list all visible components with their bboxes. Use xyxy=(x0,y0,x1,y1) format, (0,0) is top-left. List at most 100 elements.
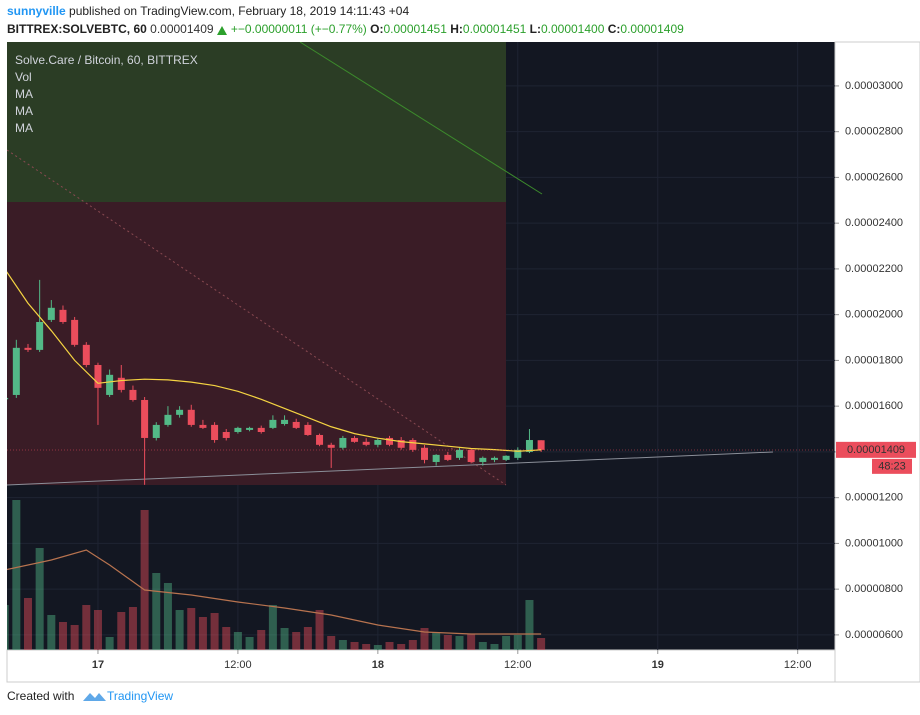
volume-bar xyxy=(12,500,21,650)
price-label-bg xyxy=(836,441,916,458)
volume-bar xyxy=(350,642,359,650)
volume-bar xyxy=(198,617,207,650)
volume-bar xyxy=(397,644,406,650)
countdown-bg xyxy=(872,458,912,474)
footer-brand: TradingView xyxy=(107,689,173,703)
candle-body xyxy=(455,449,463,458)
volume-bar xyxy=(58,622,67,650)
candle-body xyxy=(36,321,44,350)
candle-body xyxy=(269,419,277,428)
volume-bar xyxy=(280,628,289,650)
volume-bar xyxy=(105,637,114,650)
price-axis-bg xyxy=(834,41,920,683)
axes: 0.00000600 0.00000800 0.00001000 0.00001200… xyxy=(92,80,916,671)
h: 0.00001451 xyxy=(463,22,527,36)
volume-bar xyxy=(420,628,429,650)
candle-body xyxy=(59,309,67,322)
x-tick-label: 12:00 xyxy=(504,659,532,671)
candle-body xyxy=(281,419,289,425)
candle-body xyxy=(397,440,405,448)
candle-body xyxy=(71,319,79,345)
volume-bar xyxy=(432,632,441,650)
candle-body xyxy=(351,437,359,442)
candle-body xyxy=(152,424,160,438)
legend-item: MA xyxy=(15,121,33,135)
volume-bar xyxy=(140,510,149,650)
y-tick-label: 0.00001800 xyxy=(845,354,903,366)
candle-body xyxy=(106,374,114,395)
y-tick-label: 0.00001000 xyxy=(845,537,903,549)
volume-bar xyxy=(152,573,161,650)
y-tick-label: 0.00000600 xyxy=(845,629,903,641)
volume-bar xyxy=(268,605,277,650)
chart-title: Solve.Care / Bitcoin, 60, BITTREX xyxy=(15,53,198,67)
x-tick-label: 12:00 xyxy=(784,659,812,671)
plot xyxy=(7,42,835,650)
volume-bar xyxy=(292,632,301,650)
target-zone xyxy=(7,42,506,202)
volume-bar xyxy=(502,636,511,650)
price-label: 0.00001409 xyxy=(847,444,905,456)
volume-bar xyxy=(70,625,79,650)
candle-body xyxy=(374,440,382,445)
volume-bar xyxy=(408,640,417,650)
candle-body xyxy=(47,307,55,320)
stop-zone xyxy=(7,202,506,485)
candle-body xyxy=(339,437,347,448)
candle-body xyxy=(444,454,452,460)
marks xyxy=(7,271,546,650)
y-tick-label: 0.00002400 xyxy=(845,217,903,229)
candle-body xyxy=(362,441,370,445)
candle-body xyxy=(409,440,417,450)
candle-body xyxy=(257,427,265,433)
candle-body xyxy=(316,434,324,445)
y-tick-label: 0.00003000 xyxy=(845,80,903,92)
volume-bar xyxy=(525,600,534,650)
volume-bar xyxy=(362,644,371,650)
candle-body xyxy=(502,455,510,460)
candle-body xyxy=(12,347,20,395)
drawn-line xyxy=(299,42,543,195)
volume-bar xyxy=(257,630,266,650)
volume-bar xyxy=(455,636,464,650)
volume-bar xyxy=(338,640,347,650)
candle-body xyxy=(141,399,149,438)
candle-body xyxy=(234,427,242,433)
candle-body xyxy=(304,424,312,435)
last: 0.00001409 xyxy=(150,22,214,36)
candle-body xyxy=(420,447,428,460)
logo xyxy=(83,693,106,701)
x-tick-label: 17 xyxy=(92,659,104,671)
footer-text: Created with xyxy=(7,689,74,703)
quote-line: BITTREX:SOLVEBTC, 60 0.00001409 +−0.0000… xyxy=(7,22,684,36)
candle-body xyxy=(94,364,102,388)
volume-bar xyxy=(537,638,546,650)
volume-bar xyxy=(478,642,487,650)
volume-bar xyxy=(303,627,312,650)
legend-item: Vol xyxy=(15,70,32,84)
o-label: O: xyxy=(370,22,383,36)
candle-body xyxy=(82,344,90,365)
candle-body xyxy=(24,347,32,350)
volume-bar xyxy=(163,583,172,650)
volume-bar xyxy=(245,637,254,650)
volume-bar xyxy=(385,642,394,650)
candle-body xyxy=(199,424,207,428)
y-tick-label: 0.00002200 xyxy=(845,263,903,275)
l-label: L: xyxy=(530,22,541,36)
candle-body xyxy=(479,457,487,462)
volume-bar xyxy=(513,635,522,650)
c: 0.00001409 xyxy=(620,22,684,36)
volume-bar xyxy=(490,644,499,650)
l: 0.00001400 xyxy=(541,22,605,36)
header-line: sunnyville published on TradingView.com,… xyxy=(7,4,409,18)
volume-bar xyxy=(175,610,184,650)
up-arrow xyxy=(217,26,227,35)
candle-body xyxy=(211,424,219,441)
volume-bar xyxy=(373,645,382,650)
x-tick-label: 19 xyxy=(652,659,664,671)
y-tick-label: 0.00002000 xyxy=(845,309,903,321)
symbol: BITTREX:SOLVEBTC, 60 xyxy=(7,22,147,36)
volume-bar xyxy=(233,632,242,650)
volume-bar xyxy=(443,635,452,650)
